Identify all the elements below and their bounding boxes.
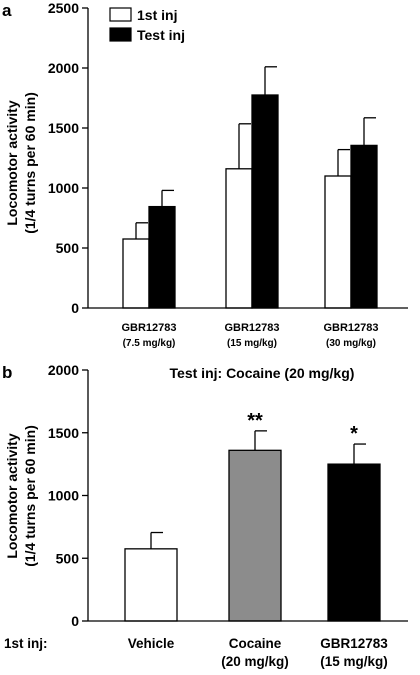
panel-a-bar	[122, 238, 150, 309]
panel-a-category-label: GBR12783	[224, 322, 279, 334]
panel-a-ylabel-line1: Locomotor activity	[4, 100, 20, 225]
panel-b-bar	[124, 548, 178, 622]
legend-label-test-inj: Test inj	[137, 27, 185, 43]
panel-b: b Test inj: Cocaine (20 mg/kg) Locomotor…	[2, 362, 408, 669]
panel-a-categories: GBR12783 (7.5 mg/kg) GBR12783 (15 mg/kg) GBR…	[121, 322, 378, 349]
panel-b-xlabel-prefix: 1st inj:	[4, 636, 48, 651]
panel-b-category-dose: (20 mg/kg)	[221, 654, 289, 669]
panel-b-y-ticks: 0 500 1000 1500 2000	[48, 362, 88, 629]
panel-b-bars: ***	[124, 410, 381, 622]
panel-b-ylabel-line1: Locomotor activity	[4, 433, 20, 558]
panel-b-y-tick-label: 1000	[48, 488, 79, 504]
panel-a-category-label: GBR12783	[323, 322, 378, 334]
panel-a-bar	[251, 94, 279, 309]
panel-a-y-tick-label: 1000	[48, 180, 79, 196]
panel-a-y-tick-label: 2500	[48, 0, 79, 16]
panel-a-y-tick-label: 1500	[48, 120, 79, 136]
panel-b-category-label: GBR12783	[320, 636, 388, 651]
panel-b-y-tick-label: 2000	[48, 362, 79, 378]
panel-a-category-dose: (15 mg/kg)	[227, 338, 277, 349]
panel-a-legend: 1st inj Test inj	[109, 7, 185, 43]
panel-a-y-tick-label: 0	[71, 300, 79, 316]
panel-b-significance-marker: *	[350, 423, 358, 445]
panel-b-categories: Vehicle Cocaine (20 mg/kg) GBR12783 (15 mg/k…	[128, 636, 389, 669]
legend-swatch-1st-inj	[109, 7, 132, 22]
panel-a-bar	[324, 175, 352, 309]
panel-a-category-dose: (30 mg/kg)	[326, 338, 376, 349]
panel-b-category-label: Cocaine	[229, 636, 282, 651]
panel-b-category-dose: (15 mg/kg)	[320, 654, 388, 669]
panel-b-significance-marker: **	[247, 410, 263, 432]
panel-a-y-tick-label: 500	[56, 240, 80, 256]
panel-a-letter: a	[2, 1, 12, 20]
panel-a-bar	[350, 144, 378, 309]
panel-b-y-tick-label: 1500	[48, 425, 79, 441]
panel-a-y-ticks: 0 500 1000 1500 2000 2500	[48, 0, 88, 316]
panel-b-letter: b	[2, 363, 12, 382]
panel-a: a Locomotor activity (1/4 turns per 60 m…	[2, 0, 408, 349]
panel-b-y-tick-label: 500	[56, 550, 80, 566]
panel-b-bar	[228, 449, 282, 622]
panel-a-bar	[225, 168, 253, 309]
panel-a-bars	[122, 66, 378, 309]
panel-b-subtitle: Test inj: Cocaine (20 mg/kg)	[170, 365, 355, 381]
panel-a-bar	[148, 205, 176, 309]
legend-label-1st-inj: 1st inj	[137, 7, 177, 23]
panel-b-bar	[327, 463, 381, 622]
panel-a-ylabel-line2: (1/4 turns per 60 min)	[22, 92, 38, 234]
panel-b-y-tick-label: 0	[71, 613, 79, 629]
panel-b-category-label: Vehicle	[128, 636, 175, 651]
panel-b-ylabel-line2: (1/4 turns per 60 min)	[22, 425, 38, 567]
panel-a-category-label: GBR12783	[121, 322, 176, 334]
panel-a-y-tick-label: 2000	[48, 60, 79, 76]
legend-swatch-test-inj	[109, 27, 132, 42]
panel-a-category-dose: (7.5 mg/kg)	[123, 338, 176, 349]
